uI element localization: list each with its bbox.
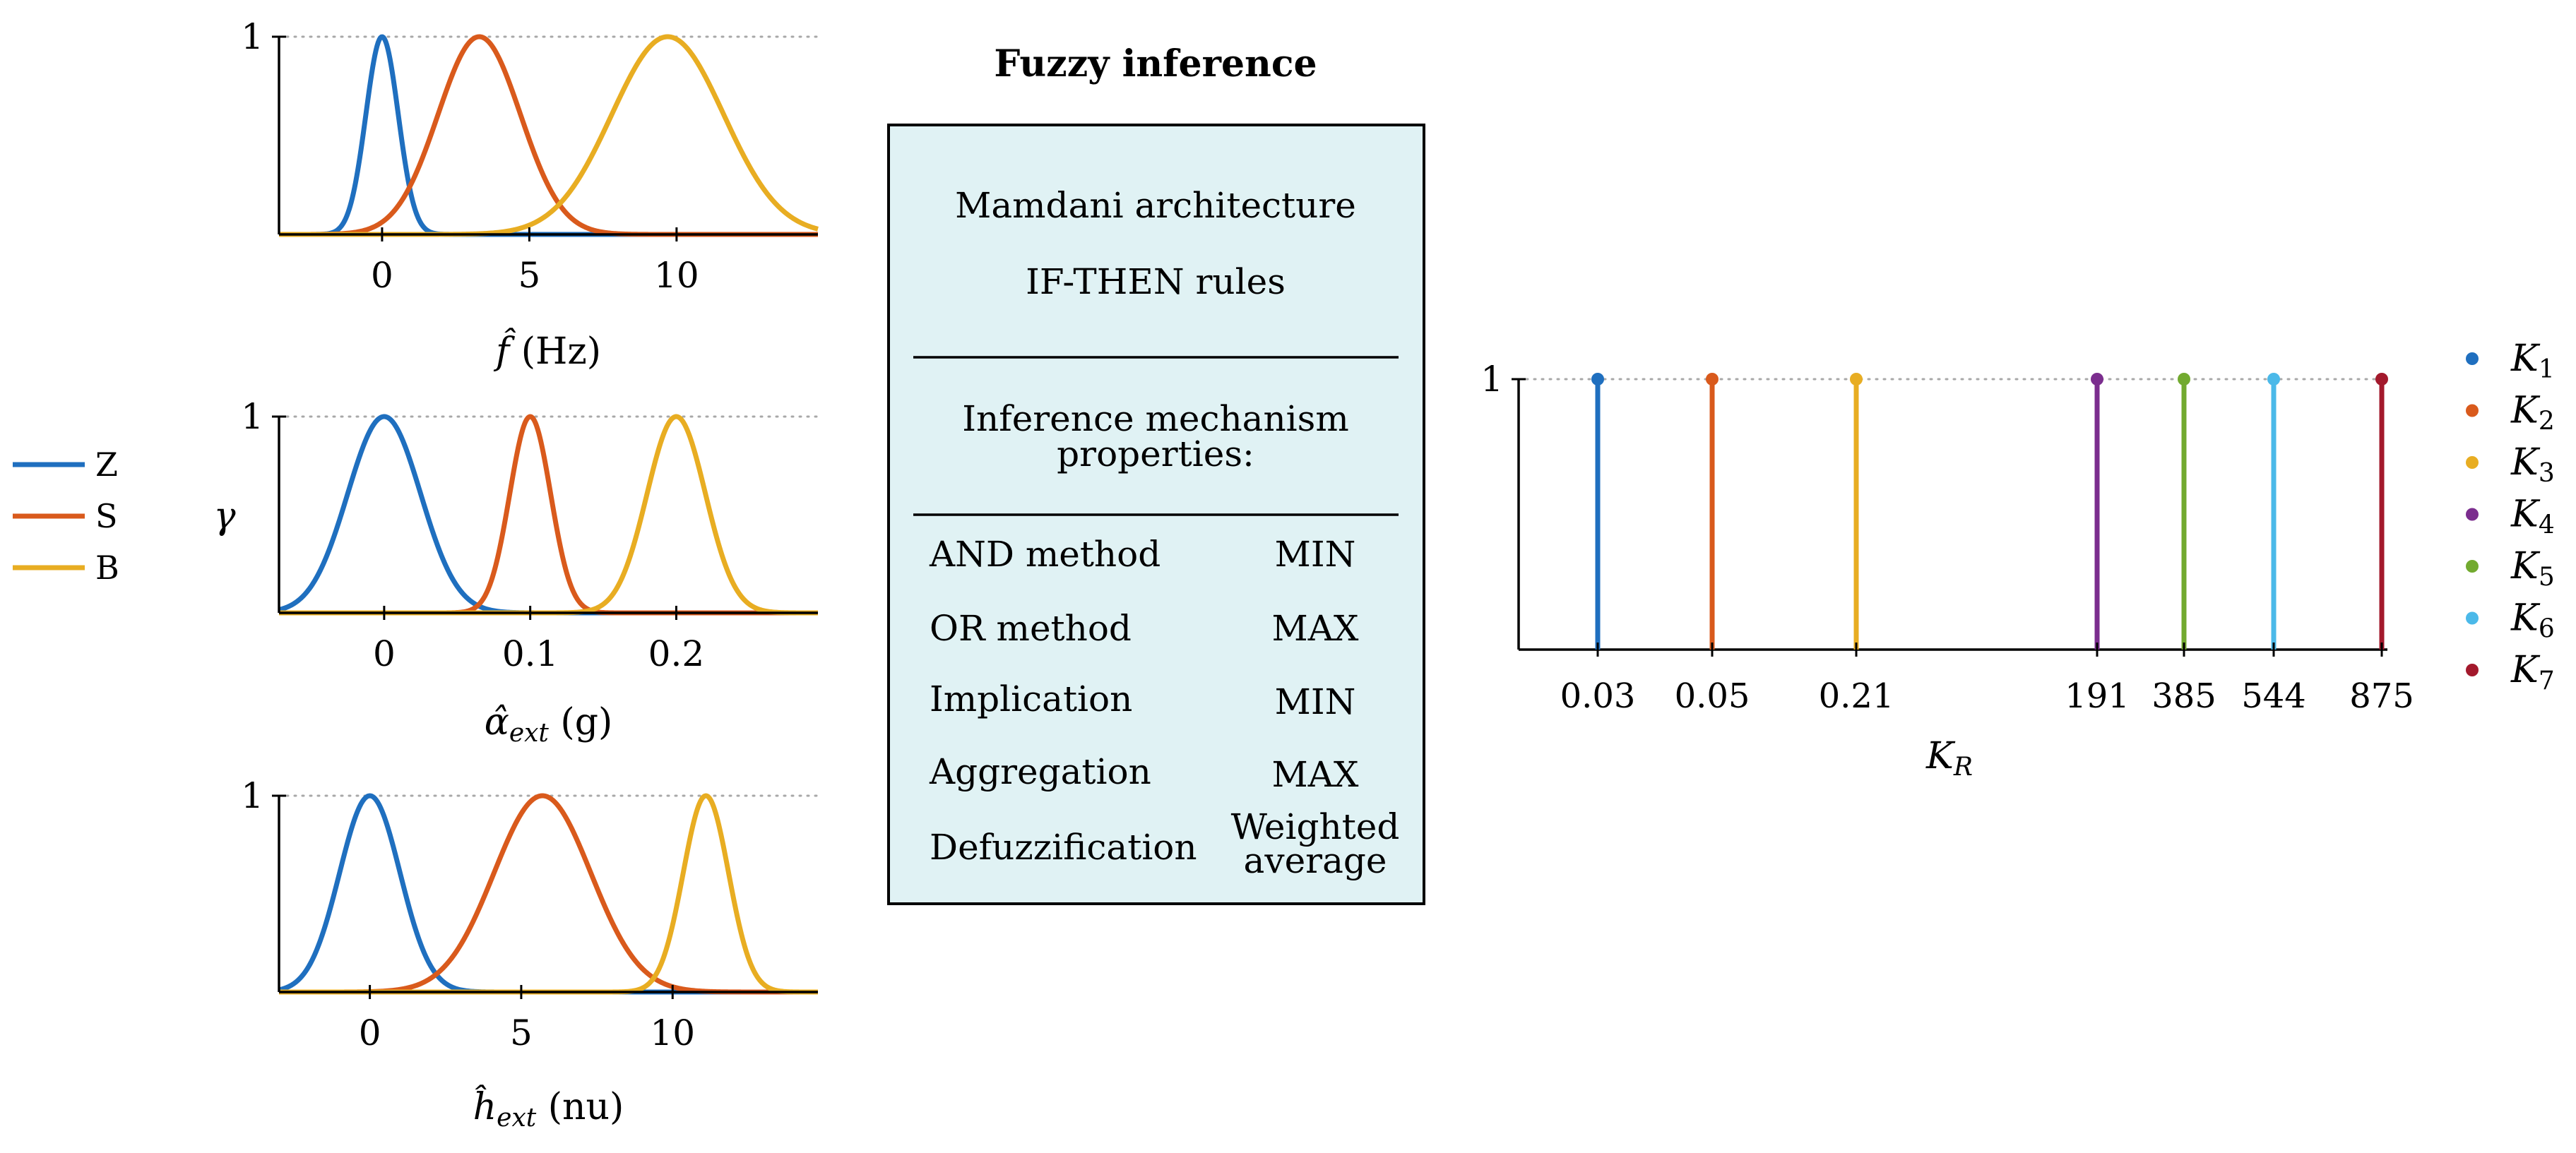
membership-curve-z (278, 34, 819, 237)
legend-marker-k3 (2466, 456, 2479, 469)
property-name: OR method (930, 608, 1132, 649)
property-name: Aggregation (929, 751, 1151, 792)
inference-title: Fuzzy inference (994, 42, 1317, 85)
legend-entry-b: B (13, 549, 119, 587)
stem-legend-entry-k3: K3 (2466, 441, 2555, 488)
legend-label-k3: K3 (2510, 441, 2555, 488)
property-value: MIN (1275, 534, 1356, 575)
stem-legend-entry-k4: K4 (2466, 494, 2555, 540)
legend-label-k7: K7 (2510, 649, 2555, 695)
y-tick-label: 1 (241, 16, 263, 57)
legend-label-k5: K5 (2510, 545, 2555, 592)
legend-label-z: Z (95, 446, 118, 484)
stem-marker-k2 (1706, 373, 1719, 386)
y-tick-label: 1 (241, 775, 263, 816)
x-axis-label: α̂ext (g) (485, 701, 613, 748)
membership-curve-b (278, 34, 819, 237)
legend-entry-z: Z (13, 446, 118, 484)
stem-marker-k7 (2375, 373, 2388, 386)
inference-property-row: Aggregation MAX (929, 751, 1359, 795)
y-axis-label-gamma: γ (213, 495, 236, 537)
legend-marker-k4 (2466, 508, 2479, 521)
inference-rules: IF-THEN rules (1026, 261, 1286, 302)
stem-marker-k1 (1591, 373, 1604, 386)
stem-legend-entry-k5: K5 (2466, 545, 2555, 592)
membership-curve-z (278, 793, 819, 995)
property-value: MAX (1272, 754, 1359, 795)
property-name: AND method (929, 534, 1161, 575)
stem-legend-entry-k1: K1 (2466, 337, 2555, 384)
membership-curve-s (278, 793, 819, 995)
legend-label-b: B (95, 549, 119, 587)
legend-label-s: S (95, 497, 118, 535)
inference-property-row: Implication MIN (930, 679, 1355, 722)
stem-legend-entry-k7: K7 (2466, 649, 2555, 695)
stem-marker-k3 (1850, 373, 1863, 386)
x-tick-label: 5 (510, 1012, 533, 1053)
legend-marker-k6 (2466, 611, 2479, 625)
property-name: Defuzzification (930, 827, 1197, 868)
membership-curve-b (278, 414, 819, 616)
legend-entry-s: S (13, 497, 118, 535)
membership-curve-s (278, 34, 819, 237)
stem-marker-k5 (2178, 373, 2190, 386)
x-tick-label: 0 (371, 255, 393, 296)
x-tick-label: 0.21 (1819, 676, 1894, 716)
property-value: MIN (1275, 681, 1356, 722)
membership-curve-s (278, 414, 819, 616)
property-value-line2: average (1244, 840, 1387, 881)
stem-marker-k6 (2267, 373, 2280, 386)
legend-marker-k1 (2466, 352, 2479, 365)
x-tick-label: 5 (518, 255, 540, 296)
stem-legend: K1 K2 K3 K4 K5 K6 K7 (2466, 337, 2555, 695)
legend-marker-k5 (2466, 560, 2479, 573)
x-tick-label: 544 (2241, 676, 2306, 716)
x-tick-label: 10 (650, 1012, 695, 1053)
x-tick-label: 191 (2065, 676, 2130, 716)
stem-marker-k4 (2091, 373, 2103, 386)
membership-legend: Z S B (13, 446, 119, 587)
y-tick-label: 1 (241, 396, 263, 437)
membership-curve-b (278, 793, 819, 995)
property-value: MAX (1272, 608, 1359, 649)
stem-chart: 1 0.03 0.05 0.21 191 385 544 875 KR (1480, 359, 2414, 782)
legend-label-k6: K6 (2510, 597, 2555, 644)
inference-panel: Fuzzy inference Mamdani architecture IF-… (887, 42, 1425, 905)
legend-label-k1: K1 (2510, 337, 2555, 384)
x-tick-label: 0 (359, 1012, 381, 1053)
x-axis-label: ĥext (nu) (473, 1085, 624, 1133)
legend-marker-k2 (2466, 404, 2479, 417)
membership-curve-z (278, 414, 819, 616)
inference-properties-title: Inference mechanism (962, 398, 1349, 439)
x-tick-label: 0 (373, 633, 396, 674)
inference-property-row: AND method MIN (929, 534, 1355, 575)
x-tick-label: 10 (654, 255, 699, 296)
x-axis-label: KR (1925, 735, 1973, 782)
legend-label-k2: K2 (2510, 390, 2555, 436)
property-value: Weighted (1231, 806, 1400, 847)
inference-property-row: OR method MAX (930, 608, 1359, 649)
inference-architecture: Mamdani architecture (955, 185, 1356, 226)
inference-property-row: Defuzzification Weighted average (930, 806, 1399, 881)
stem-legend-entry-k6: K6 (2466, 597, 2555, 644)
x-tick-label: 385 (2151, 676, 2216, 716)
legend-marker-k7 (2466, 664, 2479, 676)
membership-plot-f: 10 5 10f̂ (Hz) (241, 16, 819, 373)
x-tick-label: 0.03 (1560, 676, 1636, 716)
x-tick-label: 875 (2349, 676, 2414, 716)
stem-legend-entry-k2: K2 (2466, 390, 2555, 436)
x-tick-label: 0.2 (648, 633, 705, 674)
property-name: Implication (930, 679, 1132, 719)
y-tick-label: 1 (1480, 359, 1503, 400)
x-tick-label: 0.05 (1675, 676, 1750, 716)
legend-label-k4: K4 (2510, 494, 2555, 540)
x-axis-label: f̂ (Hz) (493, 328, 601, 373)
inference-properties-subtitle: properties: (1057, 434, 1254, 474)
x-tick-label: 0.1 (502, 633, 559, 674)
membership-plot-alpha: 1 0 0.1 0.2 α̂ext (g) (241, 396, 819, 748)
